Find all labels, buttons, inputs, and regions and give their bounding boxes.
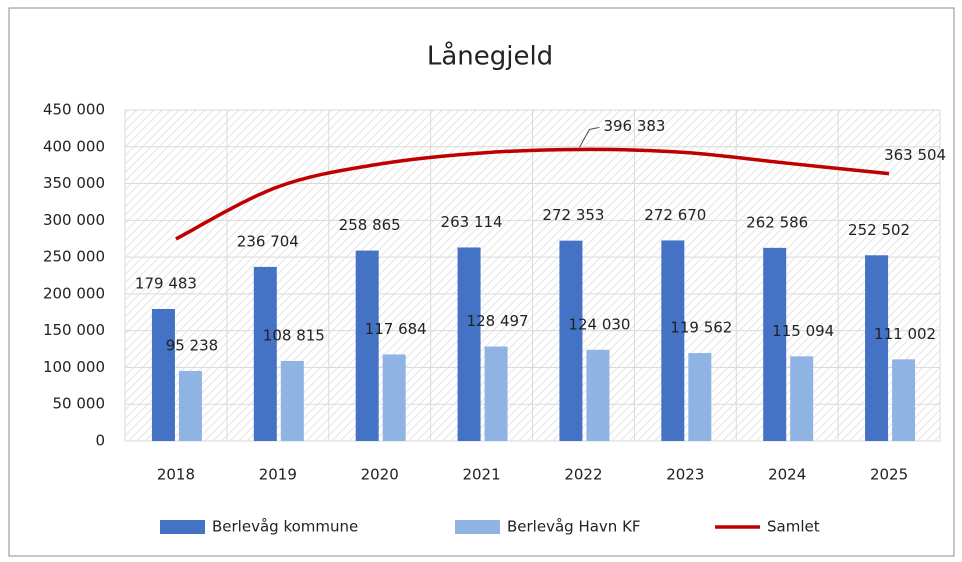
data-label: 128 497: [467, 312, 529, 330]
data-label: 236 704: [237, 232, 299, 250]
x-tick-label: 2025: [870, 466, 908, 484]
y-tick-label: 150 000: [43, 321, 105, 339]
y-tick-label: 400 000: [43, 137, 105, 155]
bar: [688, 353, 712, 441]
data-label: 111 002: [874, 325, 936, 343]
y-tick-label: 450 000: [43, 101, 105, 119]
data-label: 119 562: [670, 319, 732, 337]
x-tick-label: 2023: [666, 466, 704, 484]
data-label: 95 238: [166, 336, 219, 354]
bar: [355, 250, 379, 441]
bar: [586, 349, 610, 441]
data-label: 272 670: [644, 206, 706, 224]
bar: [559, 240, 583, 441]
legend-label: Berlevåg Havn KF: [507, 518, 641, 536]
y-tick-label: 300 000: [43, 211, 105, 229]
bar: [790, 356, 814, 441]
x-tick-label: 2021: [462, 466, 500, 484]
data-label: 108 815: [263, 326, 325, 344]
chart-title: Lånegjeld: [427, 41, 553, 72]
y-tick-label: 0: [95, 432, 105, 450]
legend-swatch: [160, 520, 205, 534]
data-label: 179 483: [135, 274, 197, 292]
bar: [382, 354, 406, 441]
bar: [151, 308, 175, 441]
legend-label: Berlevåg kommune: [212, 518, 358, 536]
data-label: 117 684: [365, 320, 427, 338]
bar: [763, 247, 787, 441]
bar: [484, 346, 508, 441]
bar: [892, 359, 916, 441]
y-tick-label: 350 000: [43, 174, 105, 192]
bar: [253, 266, 277, 441]
data-label: 272 353: [542, 206, 604, 224]
bar: [865, 255, 889, 441]
x-tick-label: 2018: [157, 466, 195, 484]
data-label: 262 586: [746, 213, 808, 231]
y-tick-label: 100 000: [43, 358, 105, 376]
leader-line: [579, 126, 600, 148]
x-tick-label: 2020: [361, 466, 399, 484]
data-label: 252 502: [848, 221, 910, 239]
data-label: 396 383: [603, 117, 665, 135]
bar: [178, 370, 202, 441]
data-label: 263 114: [441, 213, 503, 231]
bar: [457, 247, 481, 441]
y-tick-label: 50 000: [53, 395, 106, 413]
legend-swatch: [455, 520, 500, 534]
y-tick-label: 250 000: [43, 248, 105, 266]
line-series: [175, 147, 890, 241]
bar: [661, 240, 685, 441]
x-tick-label: 2022: [564, 466, 602, 484]
legend-label: Samlet: [767, 518, 820, 536]
data-label: 115 094: [772, 322, 834, 340]
y-tick-label: 200 000: [43, 284, 105, 302]
data-label: 258 865: [339, 216, 401, 234]
x-tick-label: 2024: [768, 466, 806, 484]
x-tick-label: 2019: [259, 466, 297, 484]
bar: [280, 360, 304, 441]
data-label: 124 030: [568, 315, 630, 333]
data-label: 363 504: [884, 146, 946, 164]
